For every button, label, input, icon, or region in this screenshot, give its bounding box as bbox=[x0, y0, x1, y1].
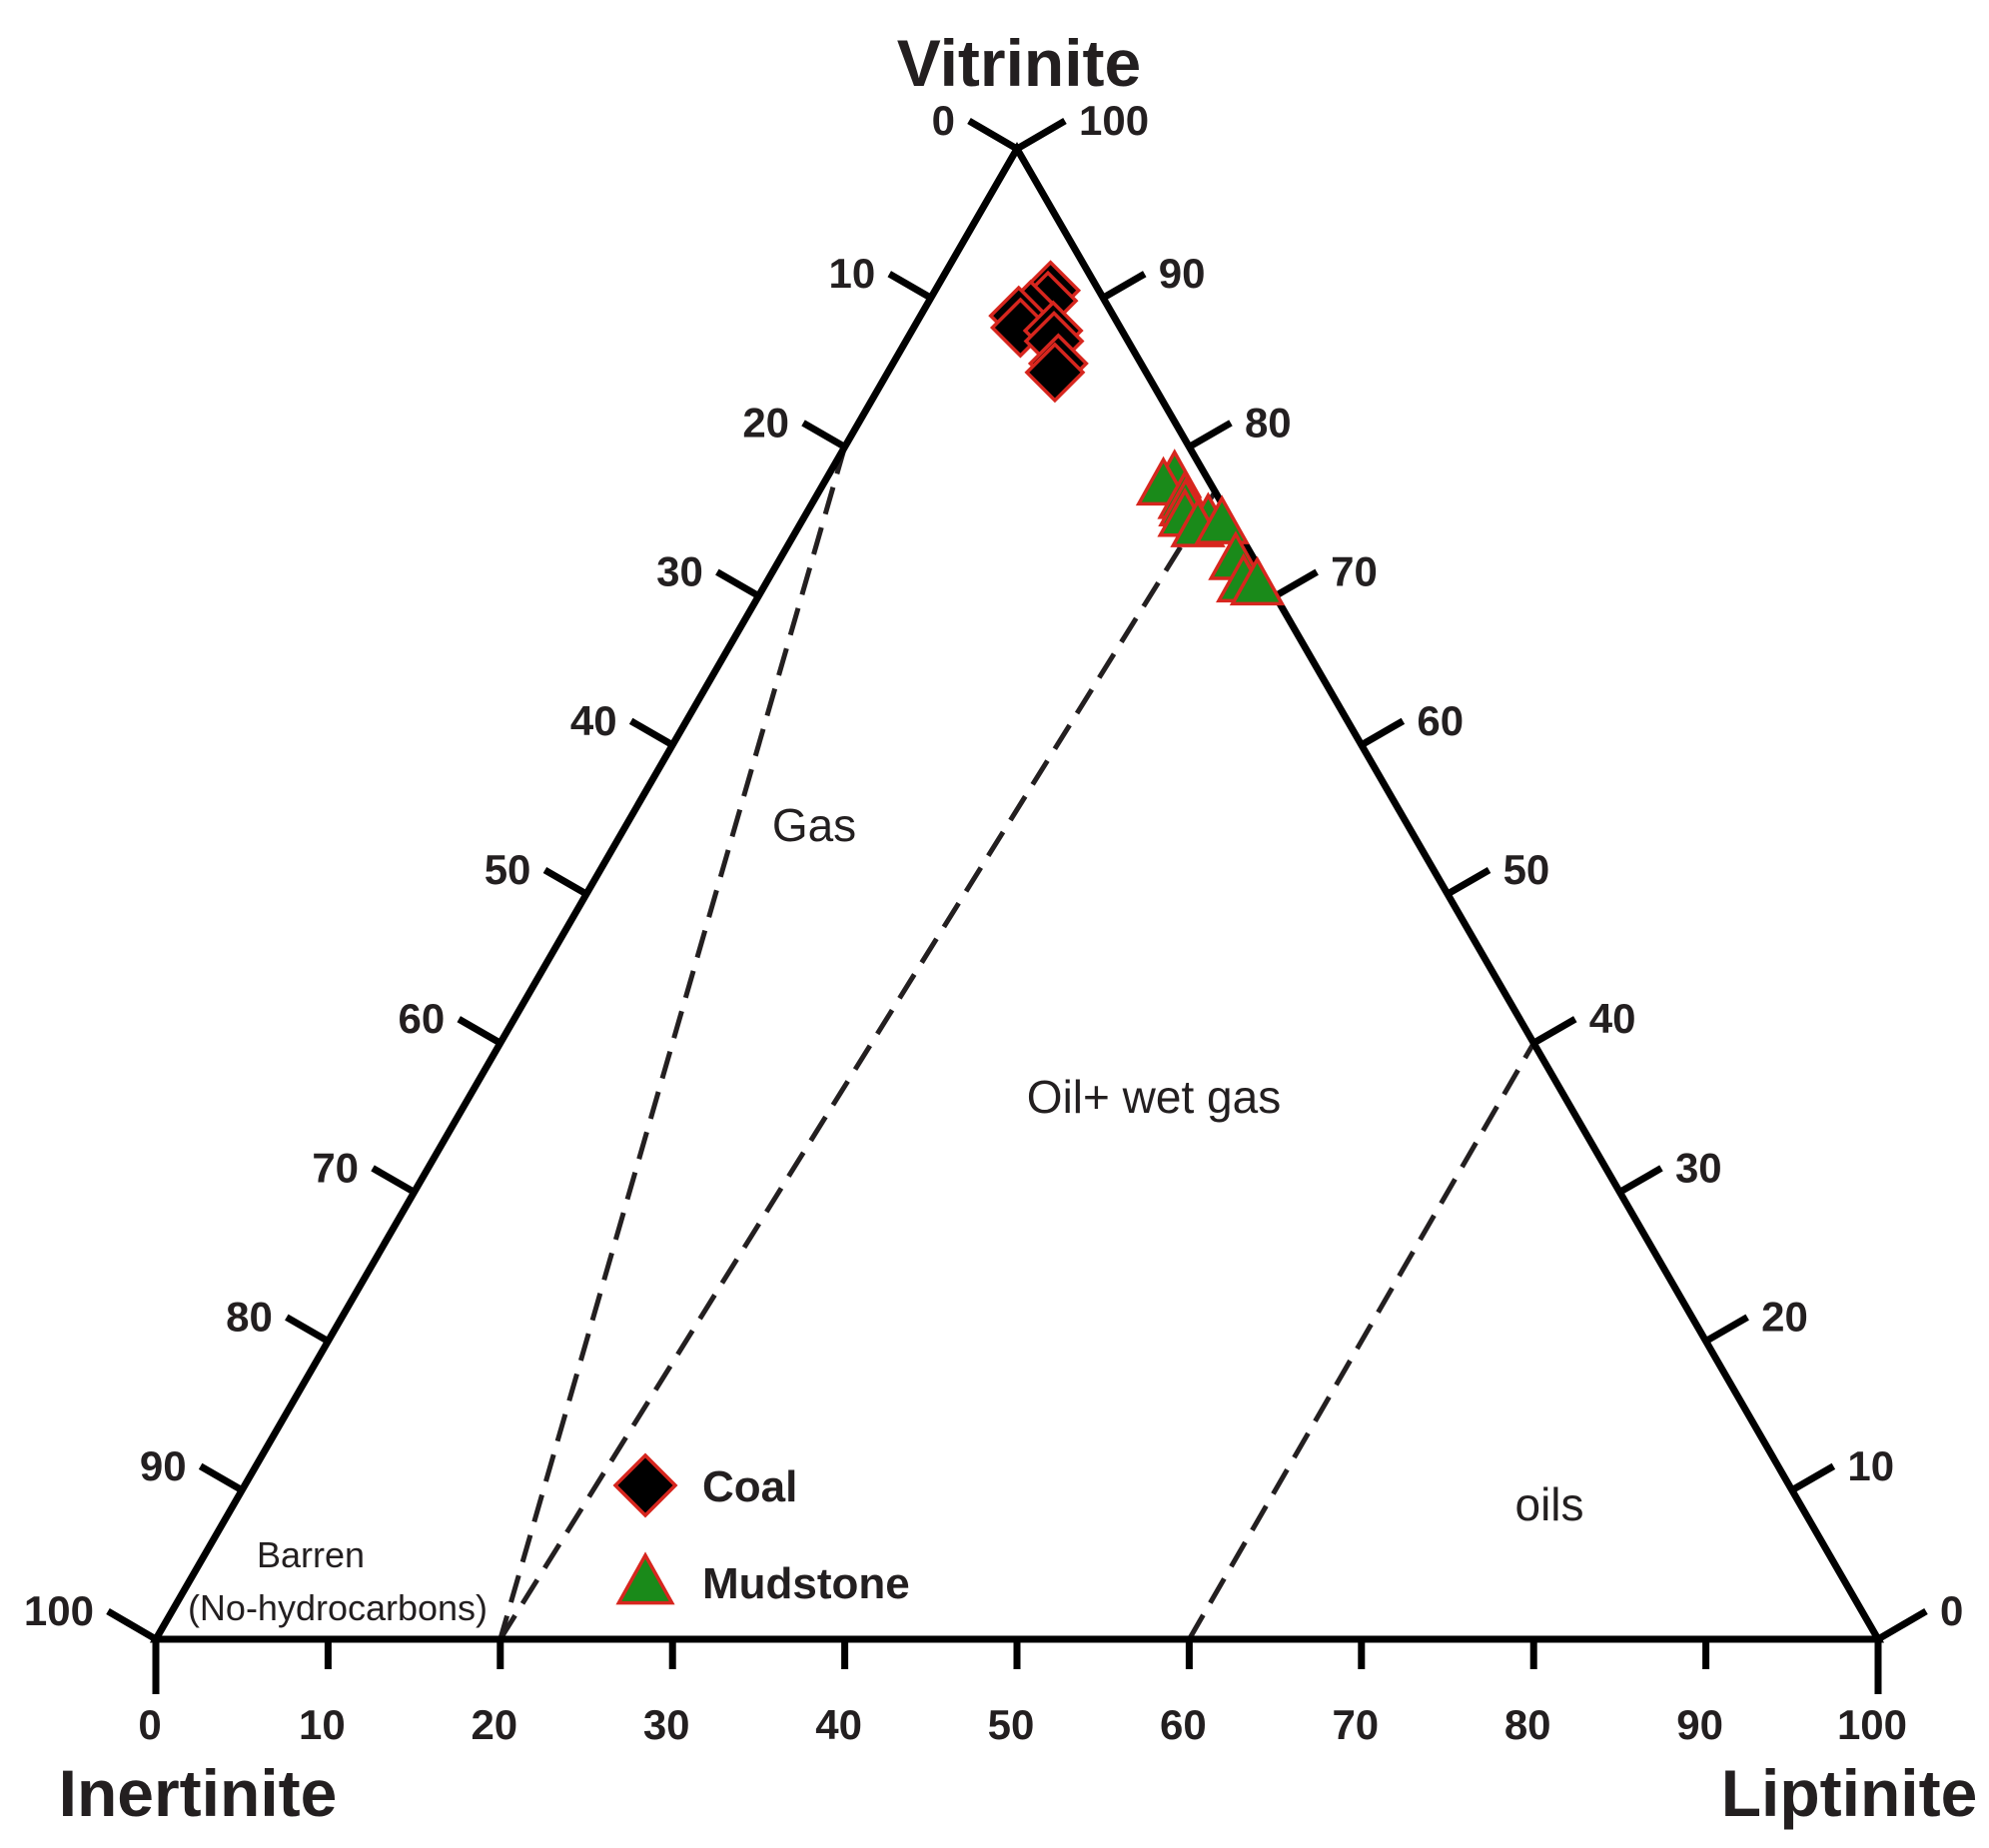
apex-label-inertinite: Inertinite bbox=[59, 1756, 338, 1830]
right-axis-tick-label: 100 bbox=[1079, 97, 1149, 144]
region-label-oils: oils bbox=[1514, 1478, 1583, 1530]
right-axis-tick bbox=[1703, 1314, 1749, 1345]
triangle-frame bbox=[149, 142, 1885, 1643]
left-axis-tick-label: 50 bbox=[485, 846, 531, 893]
right-axis-tick-label: 0 bbox=[1940, 1587, 1963, 1634]
bottom-axis-tick-label: 90 bbox=[1676, 1701, 1723, 1748]
right-axis-tick-label: 30 bbox=[1675, 1144, 1722, 1191]
data-point-mudstone bbox=[1229, 555, 1286, 606]
region-label-gas: Gas bbox=[772, 799, 856, 851]
right-axis-tick-label: 90 bbox=[1159, 250, 1206, 297]
left-axis-tick bbox=[371, 1165, 417, 1196]
region-label-barren: Barren bbox=[257, 1534, 365, 1575]
legend-label-mudstone: Mudstone bbox=[702, 1559, 910, 1608]
bottom-axis-tick-label: 20 bbox=[471, 1701, 517, 1748]
bottom-axis-tick-label: 80 bbox=[1504, 1701, 1551, 1748]
left-axis-tick bbox=[887, 271, 933, 302]
right-axis-tick bbox=[1015, 117, 1067, 153]
left-axis-tick-label: 40 bbox=[570, 697, 617, 744]
region-boundary-line bbox=[497, 489, 1218, 1641]
bottom-axis-tick-label: 50 bbox=[988, 1701, 1035, 1748]
right-axis-tick bbox=[1446, 866, 1492, 898]
bottom-axis-tick-label: 70 bbox=[1332, 1701, 1379, 1748]
right-axis-tick bbox=[1617, 1165, 1663, 1196]
bottom-axis-tick-label: 60 bbox=[1160, 1701, 1207, 1748]
bottom-axis-tick-label: 10 bbox=[299, 1701, 346, 1748]
legend-marker-coal bbox=[612, 1452, 678, 1518]
right-axis-tick bbox=[1187, 420, 1233, 451]
region-label-oil-wet-gas: Oil+ wet gas bbox=[1027, 1071, 1281, 1123]
right-axis-tick-label: 50 bbox=[1503, 846, 1550, 893]
left-axis-tick bbox=[628, 717, 674, 748]
right-axis-tick-label: 40 bbox=[1589, 995, 1636, 1042]
tick-labels: 0 10 20 30 40 50 60 70 80 90 100010203040506070809… bbox=[24, 97, 1963, 1748]
region-boundaries bbox=[497, 446, 1536, 1641]
left-axis-tick-label: 100 bbox=[24, 1587, 94, 1634]
right-axis-tick-label: 10 bbox=[1847, 1442, 1894, 1489]
legend-marker-mudstone bbox=[615, 1551, 675, 1605]
triangle-outline bbox=[149, 142, 1885, 1643]
right-axis-tick bbox=[1531, 1016, 1577, 1047]
left-axis-tick-label: 80 bbox=[226, 1294, 273, 1341]
left-axis-tick bbox=[715, 568, 761, 599]
left-axis-tick-label: 90 bbox=[140, 1442, 187, 1489]
left-axis-tick-label: 30 bbox=[656, 548, 703, 595]
bottom-axis-tick-label: 30 bbox=[643, 1701, 690, 1748]
left-axis-tick-label: 70 bbox=[312, 1144, 359, 1191]
right-axis-tick-label: 70 bbox=[1331, 548, 1378, 595]
left-axis-tick-label: 60 bbox=[399, 995, 446, 1042]
right-axis-tick-label: 60 bbox=[1417, 697, 1464, 744]
region-label-no-hydrocarbons: (No-hydrocarbons) bbox=[188, 1587, 488, 1628]
bottom-axis-tick-label: 100 bbox=[1837, 1701, 1907, 1748]
axis-ticks bbox=[106, 117, 1928, 1694]
apex-label-vitrinite: Vitrinite bbox=[897, 26, 1142, 100]
left-axis-tick bbox=[457, 1016, 502, 1047]
legend-label-coal: Coal bbox=[702, 1462, 797, 1511]
right-axis-tick bbox=[1273, 568, 1319, 599]
left-axis-tick-label: 20 bbox=[742, 399, 789, 446]
right-axis-tick bbox=[1790, 1462, 1836, 1493]
legend: Coal Mudstone bbox=[612, 1452, 910, 1608]
bottom-axis-tick-label: 40 bbox=[815, 1701, 862, 1748]
left-axis-tick bbox=[285, 1314, 331, 1345]
left-axis-tick-label: 0 bbox=[932, 97, 955, 144]
left-axis-tick bbox=[542, 866, 588, 898]
left-axis-tick bbox=[967, 117, 1019, 153]
region-boundary-line bbox=[1187, 1041, 1536, 1641]
right-axis-tick bbox=[1360, 717, 1406, 748]
right-axis-tick bbox=[1876, 1607, 1928, 1643]
right-axis-tick bbox=[1101, 271, 1147, 302]
right-axis-tick-label: 80 bbox=[1245, 399, 1292, 446]
data-points bbox=[988, 260, 1286, 606]
left-axis-tick bbox=[198, 1462, 244, 1493]
data-point-coal bbox=[1024, 342, 1086, 404]
region-boundary-line bbox=[497, 446, 848, 1640]
apex-label-liptinite: Liptinite bbox=[1721, 1756, 1978, 1830]
left-axis-tick bbox=[801, 420, 847, 451]
left-axis-tick bbox=[106, 1607, 158, 1643]
legend-diamond bbox=[612, 1452, 678, 1518]
left-axis-tick-label: 10 bbox=[829, 250, 876, 297]
data-point-mudstone bbox=[1194, 494, 1250, 544]
legend-triangle bbox=[615, 1551, 675, 1605]
bottom-axis-tick-label: 0 bbox=[138, 1701, 161, 1748]
right-axis-tick-label: 20 bbox=[1761, 1294, 1808, 1341]
